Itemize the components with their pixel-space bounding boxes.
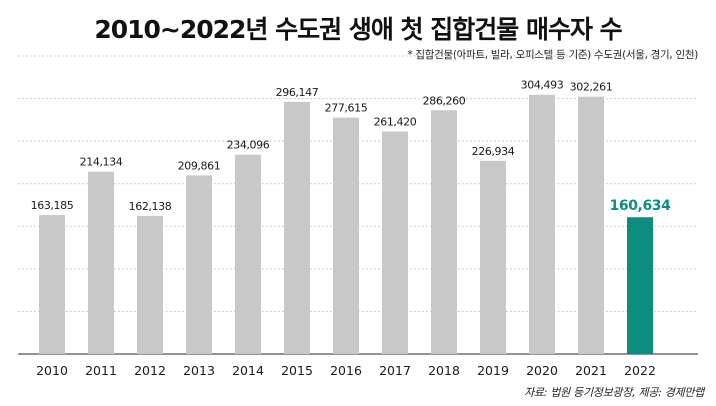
value-label-2012: 162,138	[129, 200, 172, 213]
bar-2020	[529, 94, 555, 354]
source-note: 자료: 법원 등기정보광장, 제공: 경제만랩	[524, 386, 704, 399]
bar-2010	[39, 215, 65, 354]
value-label-2022: 160,634	[610, 198, 672, 214]
x-tick-label-2010: 2010	[36, 363, 68, 378]
bar-2011	[88, 171, 114, 354]
value-label-2016: 277,615	[325, 102, 368, 115]
value-label-2020: 304,493	[521, 79, 564, 92]
x-tick-label-2014: 2014	[232, 363, 264, 378]
chart-note: * 집합건물(아파트, 빌라, 오피스텔 등 기준) 수도권(서울, 경기, 인…	[407, 49, 698, 61]
value-label-2013: 209,861	[178, 159, 221, 172]
bar-2017	[382, 131, 408, 354]
value-label-2011: 214,134	[80, 156, 123, 169]
x-tick-label-2018: 2018	[428, 363, 460, 378]
bar-2012	[137, 215, 163, 354]
bar-2022	[627, 217, 653, 354]
x-tick-label-2019: 2019	[477, 363, 509, 378]
bar-2018	[431, 110, 457, 355]
x-tick-label-2017: 2017	[379, 363, 411, 378]
value-labels: 163,185 214,134 162,138 209,861 234,096 296,1…	[31, 79, 672, 214]
bar-2021	[578, 96, 604, 354]
value-label-2019: 226,934	[472, 145, 515, 158]
x-tick-label-2021: 2021	[575, 363, 607, 378]
bar-2019	[480, 160, 506, 354]
bar-2015	[284, 101, 310, 354]
value-label-2021: 302,261	[570, 81, 613, 94]
bar-2014	[235, 154, 261, 354]
bar-2013	[186, 175, 212, 354]
value-label-2018: 286,260	[423, 94, 466, 107]
x-tick-label-2013: 2013	[183, 363, 215, 378]
bars	[39, 94, 653, 355]
bar-2016	[333, 117, 359, 355]
x-tick-label-2015: 2015	[281, 363, 313, 378]
value-label-2010: 163,185	[31, 199, 74, 212]
x-tick-label-2020: 2020	[526, 363, 558, 378]
value-label-2014: 234,096	[227, 139, 270, 152]
x-tick-label-2016: 2016	[330, 363, 362, 378]
value-label-2017: 261,420	[374, 115, 417, 128]
x-tick-label-2011: 2011	[85, 363, 117, 378]
x-tick-labels: 2010 2011 2012 2013 2014 2015 2016 2017 2018 2019…	[36, 363, 656, 378]
x-tick-label-2022: 2022	[624, 363, 656, 378]
value-label-2015: 296,147	[276, 86, 319, 99]
x-tick-label-2012: 2012	[134, 363, 166, 378]
chart-title: 2010~2022년 수도권 생애 첫 집합건물 매수자 수	[94, 15, 622, 44]
